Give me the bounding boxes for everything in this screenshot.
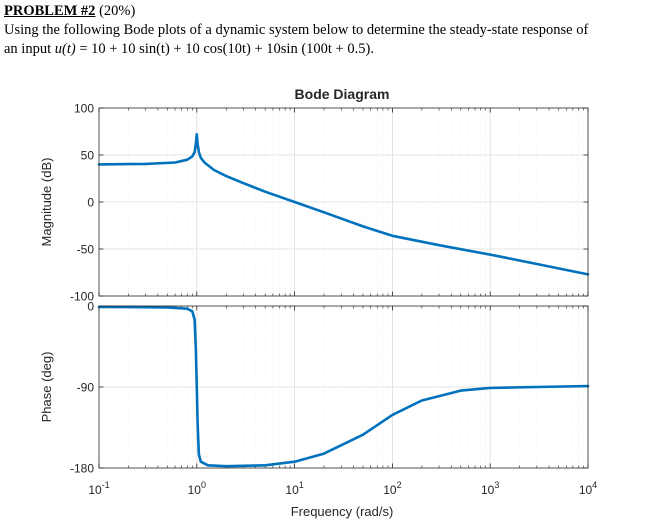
chart-title: Bode Diagram	[295, 86, 390, 102]
x-tick-labels: 10-1 100 101 102 103 104	[88, 480, 597, 497]
problem-input-prefix: an input	[4, 41, 52, 57]
x-axis-label: Frequency (rad/s)	[291, 504, 394, 519]
x-tick-label: 101	[285, 480, 303, 497]
x-tick-label: 103	[481, 480, 499, 497]
magnitude-y-tick-label: 100	[74, 102, 94, 116]
equals-sign: =	[79, 41, 88, 57]
phase-series-line	[97, 305, 590, 468]
phase-y-axis-label: Phase (deg)	[39, 352, 54, 423]
problem-heading: PROBLEM #2	[4, 3, 96, 19]
problem-statement: PROBLEM #2 (20%) Using the following Bod…	[4, 2, 662, 59]
magnitude-y-tick-label: 0	[87, 196, 94, 210]
magnitude-y-tick-label: -50	[77, 243, 95, 257]
input-signal-lhs: u(t)	[54, 41, 76, 57]
phase-panel: 0 -90 -180 Phase (deg)	[39, 300, 590, 476]
problem-text-line-1: Using the following Bode plots of a dyna…	[4, 22, 589, 38]
phase-y-tick-label: 0	[87, 300, 94, 314]
magnitude-y-tick-label: -100	[70, 290, 94, 304]
problem-text-line-2: an input u(t) = 10 + 10 sin(t) + 10 cos(…	[4, 40, 662, 59]
input-signal-rhs: 10 + 10 sin(t) + 10 cos(10t) + 10sin (10…	[91, 41, 374, 57]
magnitude-y-axis-label: Magnitude (dB)	[39, 158, 54, 247]
phase-y-tick-label: -180	[70, 462, 94, 476]
phase-axes-box	[98, 305, 589, 469]
x-tick-label: 100	[188, 480, 206, 497]
magnitude-y-tick-label: 50	[81, 149, 95, 163]
magnitude-axes-box	[98, 107, 589, 297]
x-tick-label: 10-1	[88, 480, 109, 497]
magnitude-panel: 100 50 0 -50 -100 Magnitude (dB)	[39, 102, 590, 304]
problem-weight: (20%)	[99, 3, 136, 19]
phase-y-tick-label: -90	[77, 381, 95, 395]
x-tick-label: 104	[579, 480, 597, 497]
magnitude-series-line	[97, 133, 590, 276]
problem-title-line: PROBLEM #2 (20%)	[4, 2, 662, 21]
x-tick-label: 102	[383, 480, 401, 497]
